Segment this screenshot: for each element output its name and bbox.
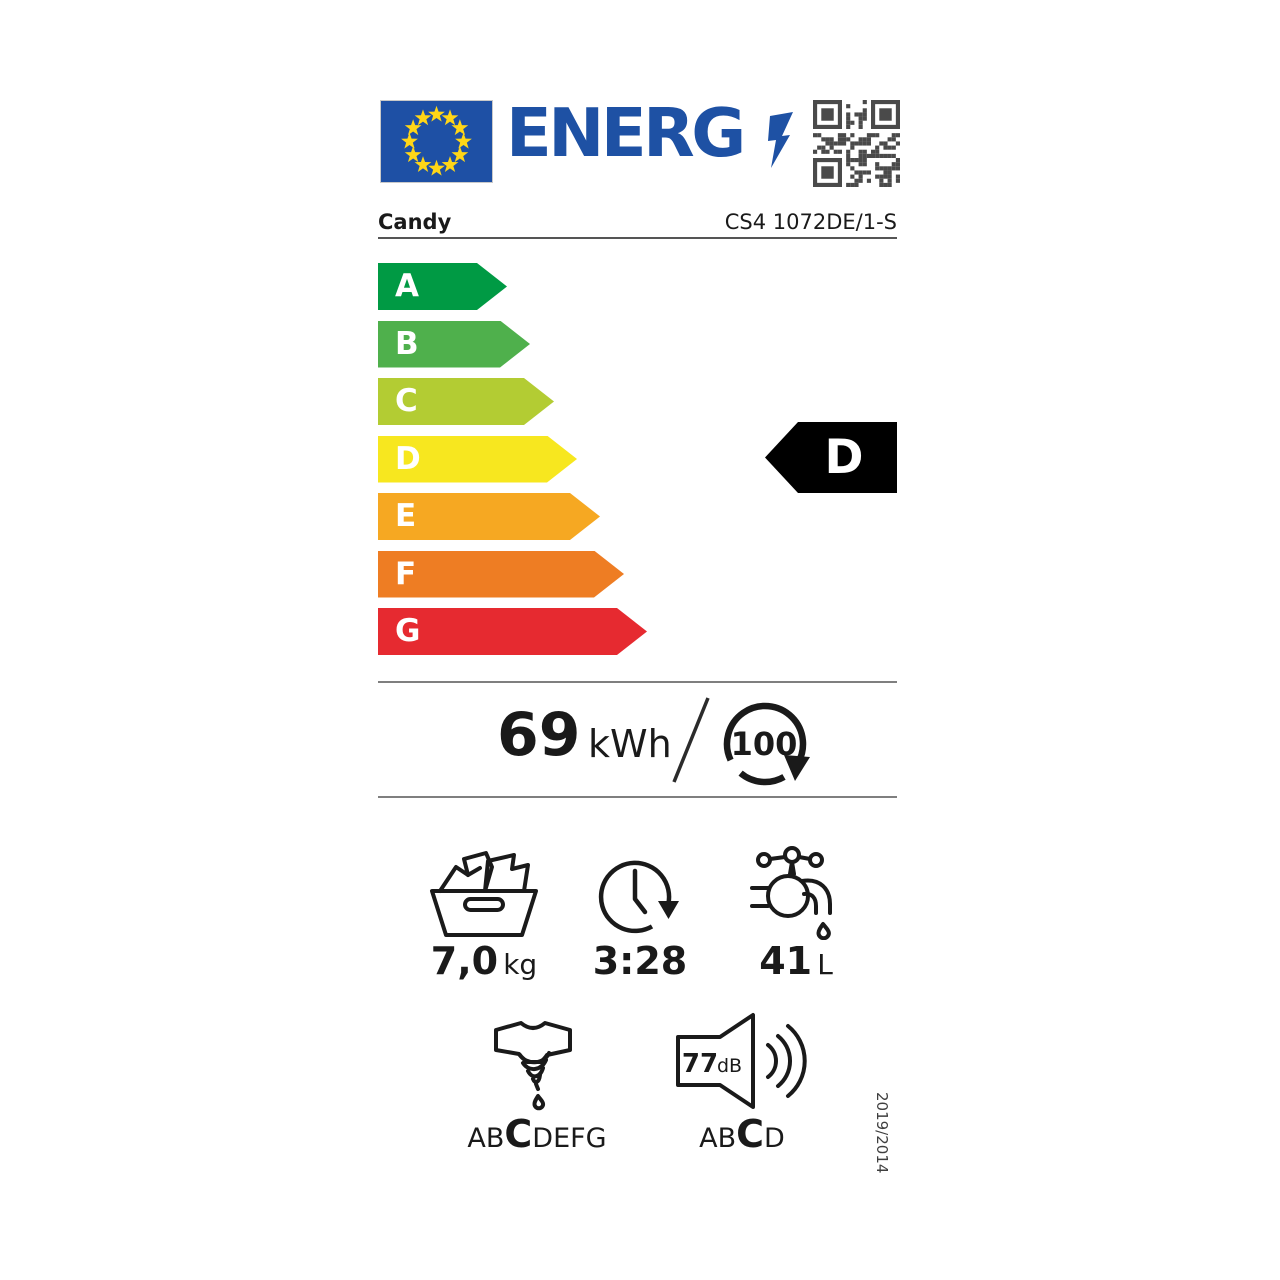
efficiency-class-D: D	[378, 436, 577, 483]
energy-consumption-value: 69	[497, 700, 581, 770]
capacity-unit: kg	[503, 948, 538, 981]
efficiency-class-G: G	[378, 608, 647, 655]
divider-energy-top	[378, 681, 897, 683]
efficiency-class-letter: C	[395, 383, 418, 419]
duration-metric: 3:28	[580, 942, 700, 980]
capacity-metric: 7,0 kg	[424, 942, 544, 980]
laundry-capacity-icon	[430, 851, 538, 937]
spin-class-line: ABCDEFG	[457, 1115, 617, 1153]
spin-class-rating: C	[504, 1112, 533, 1156]
divider-energy-bottom	[378, 796, 897, 798]
efficiency-class-letter: B	[395, 325, 419, 362]
efficiency-class-F: F	[378, 551, 624, 598]
rating-indicator-arrow: D	[765, 422, 897, 493]
efficiency-class-E: E	[378, 493, 600, 540]
model-number: CS4 1072DE/1-S	[724, 210, 897, 234]
noise-class-prefix: AB	[699, 1123, 737, 1154]
noise-class-line: ABCD	[672, 1115, 812, 1153]
spin-dry-shirt-icon	[494, 1021, 572, 1111]
efficiency-class-C: C	[378, 378, 554, 425]
efficiency-class-letter: D	[395, 440, 421, 477]
brand-name: Candy	[378, 210, 452, 234]
lightning-bolt-icon	[768, 112, 793, 168]
regulation-number: 2019/2014	[873, 1092, 891, 1174]
water-tap-icon	[750, 846, 832, 940]
spin-class-suffix: DEFG	[532, 1123, 607, 1154]
per-100-cycles-icon: 100	[723, 702, 810, 786]
water-value: 41	[759, 939, 813, 983]
duration-clock-icon	[598, 860, 679, 934]
noise-class-suffix: D	[764, 1123, 785, 1154]
duration-value: 3:28	[592, 939, 688, 983]
energy-logo-text: ENERG	[506, 94, 746, 172]
water-metric: 41 L	[736, 942, 856, 980]
energy-consumption-unit: kWh	[588, 722, 672, 766]
efficiency-class-letter: F	[395, 555, 417, 592]
efficiency-class-B: B	[378, 321, 530, 368]
qr-code-icon	[813, 100, 900, 187]
eu-flag-icon	[380, 100, 493, 183]
water-unit: L	[817, 948, 833, 981]
noise-class-rating: C	[736, 1112, 765, 1156]
rating-letter: D	[824, 430, 864, 485]
efficiency-class-A: A	[378, 263, 507, 310]
efficiency-class-letter: G	[395, 613, 421, 649]
efficiency-class-letter: E	[395, 498, 417, 534]
noise-value: 77	[682, 1049, 718, 1079]
noise-unit: dB	[717, 1055, 742, 1077]
cycles-count: 100	[731, 725, 798, 763]
divider-top	[378, 237, 897, 239]
efficiency-class-letter: A	[395, 268, 419, 304]
slash-divider	[672, 697, 710, 783]
spin-class-prefix: AB	[467, 1123, 505, 1154]
capacity-value: 7,0	[430, 939, 499, 983]
noise-speaker-icon: 77 dB	[676, 1013, 807, 1109]
